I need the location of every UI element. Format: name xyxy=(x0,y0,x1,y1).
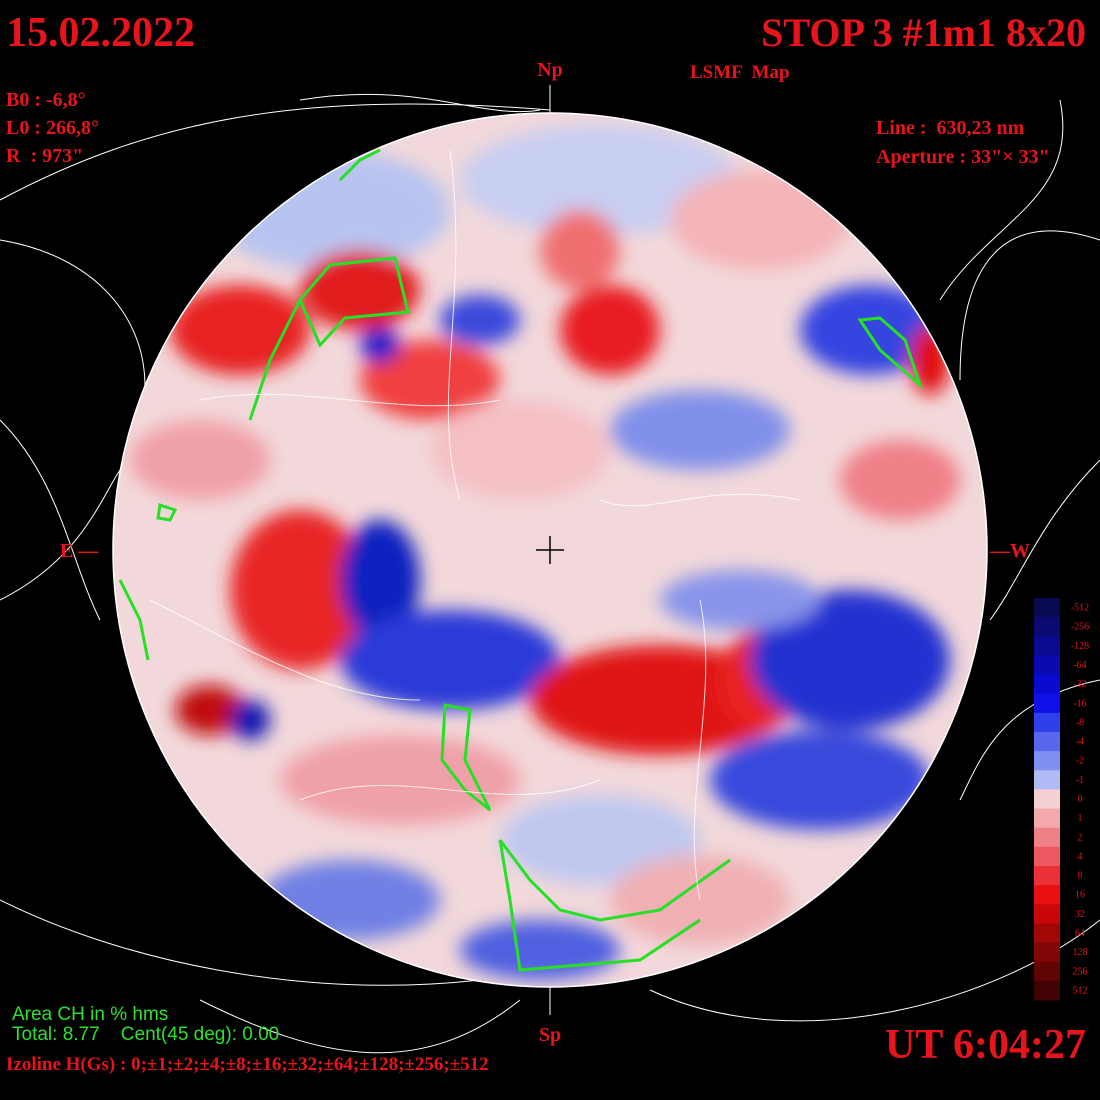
colorbar-label: 0 xyxy=(1078,794,1083,805)
colorbar-label: -512 xyxy=(1071,603,1089,614)
param: R : 973" xyxy=(6,145,83,167)
colorbar-swatch xyxy=(1034,655,1060,676)
colorbar-label: 8 xyxy=(1078,871,1083,882)
colorbar-swatch xyxy=(1034,732,1060,752)
ch-heading: Area CH in % hms xyxy=(12,1004,168,1025)
colorbar-swatch xyxy=(1034,674,1060,695)
colorbar-swatch xyxy=(1034,751,1060,771)
colorbar-label: -1 xyxy=(1076,775,1084,786)
colorbar-label: -2 xyxy=(1076,756,1084,767)
colorbar-swatch xyxy=(1034,942,1060,963)
colorbar-label: 1 xyxy=(1078,813,1083,824)
colorbar-label: 512 xyxy=(1073,985,1088,996)
east-label: E — xyxy=(60,540,99,562)
colorbar-swatch xyxy=(1034,636,1060,656)
colorbar-label: 4 xyxy=(1078,851,1083,862)
subtitle: LSMF Map xyxy=(690,62,790,83)
center-cross xyxy=(536,536,564,564)
colorbar-swatch xyxy=(1034,789,1060,810)
colorbar-swatch xyxy=(1034,693,1060,714)
colorbar-swatch xyxy=(1034,904,1060,924)
colorbar-swatch xyxy=(1034,866,1060,886)
coronal-hole-contours xyxy=(118,148,924,972)
colorbar-swatch xyxy=(1034,808,1060,829)
ch-totals: Total: 8.77 Cent(45 deg): 0.00 xyxy=(12,1024,279,1045)
colorbar-swatch xyxy=(1034,617,1060,637)
colorbar-label: -128 xyxy=(1071,641,1089,652)
param: L0 : 266,8° xyxy=(6,117,99,139)
colorbar-label: 32 xyxy=(1075,909,1085,920)
param: Aperture : 33"× 33" xyxy=(876,146,1050,168)
colorbar-swatch xyxy=(1034,846,1060,867)
colorbar-label: -4 xyxy=(1076,737,1084,748)
isolines: Izoline H(Gs) : 0;±1;±2;±4;±8;±16;±32;±6… xyxy=(6,1054,489,1075)
title: STOP 3 #1m1 8x20 xyxy=(761,10,1086,55)
colorbar-swatch xyxy=(1034,961,1060,982)
param: Line : 630,23 nm xyxy=(876,117,1025,139)
colorbar-label: -256 xyxy=(1071,622,1089,633)
colorbar-swatch xyxy=(1034,885,1060,905)
colorbar-label: -32 xyxy=(1073,679,1086,690)
colorbar-label: 64 xyxy=(1075,928,1085,939)
date: 15.02.2022 xyxy=(6,10,195,56)
colorbar-swatch xyxy=(1034,712,1060,733)
colorbar-label: 128 xyxy=(1073,947,1088,958)
colorbar-label: 256 xyxy=(1073,966,1088,977)
south-label: Sp xyxy=(539,1024,561,1046)
disk-field-lines xyxy=(149,149,801,901)
colorbar-label: 2 xyxy=(1078,832,1083,843)
colorbar-swatch xyxy=(1034,827,1060,848)
colorbar-label: -64 xyxy=(1073,660,1086,671)
time: UT 6:04:27 xyxy=(885,1022,1086,1068)
colorbar-swatch xyxy=(1034,598,1060,618)
param: B0 : -6,8° xyxy=(6,89,86,111)
north-label: Np xyxy=(537,59,563,81)
colorbar: -512 -256 -128 -64 -32 -16 -8 -4 -2 -1 0 1 2 4 8 16 32 64… xyxy=(1034,598,1089,1001)
west-label: —W xyxy=(989,540,1030,562)
colorbar-label: -8 xyxy=(1076,717,1084,728)
colorbar-swatch xyxy=(1034,923,1060,944)
colorbar-label: 16 xyxy=(1075,890,1085,901)
colorbar-swatch xyxy=(1034,770,1060,790)
colorbar-swatch xyxy=(1034,980,1060,1001)
colorbar-label: -16 xyxy=(1073,698,1086,709)
